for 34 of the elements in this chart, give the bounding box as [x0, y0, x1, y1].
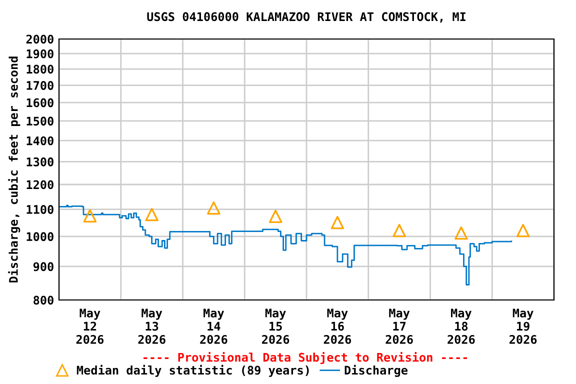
y-tick-label: 2000 — [26, 34, 54, 44]
y-tick-label: 1600 — [26, 98, 54, 108]
point — [207, 201, 220, 215]
y-tick-label: 1900 — [26, 49, 54, 58]
point — [83, 209, 97, 222]
text: ---- Provisional Data Subject to Revision ---- — [144, 352, 468, 364]
x-tick-label: May 14 2026 — [200, 308, 228, 344]
y-axis-title: Discharge, cubic feet per second — [8, 56, 20, 282]
point — [145, 208, 158, 222]
x-tick-label: May 16 2026 — [324, 308, 352, 344]
x-tick-label: May 17 2026 — [386, 308, 413, 344]
y-tick-label: 1400 — [26, 136, 54, 146]
y-tick-label: 1100 — [26, 205, 54, 214]
y-tick-label: 1000 — [26, 232, 54, 242]
y-tick-label: 1800 — [26, 64, 54, 74]
x-tick-label: May 13 2026 — [138, 308, 166, 344]
x-tick-label: May 12 2026 — [76, 308, 104, 344]
y-tick-label: 1500 — [26, 116, 54, 126]
y-tick-label: 1700 — [26, 81, 54, 90]
point — [330, 216, 344, 230]
point — [268, 210, 282, 224]
y-tick-label: 800 — [34, 296, 54, 305]
y-tick-label: 1300 — [26, 157, 54, 166]
chart-title: USGS 04106000 KALAMAZOO RIVER AT COMSTOCK, MI — [147, 12, 466, 23]
point — [454, 226, 468, 240]
legend-label: Discharge — [344, 364, 408, 377]
x-tick-label: May 18 2026 — [448, 308, 475, 344]
point — [392, 224, 406, 238]
y-tick-label: 900 — [33, 262, 54, 272]
x-tick-label: May 19 2026 — [510, 308, 537, 344]
legend-label: Median daily statistic (89 years) — [76, 364, 309, 377]
y-tick-label: 1200 — [26, 180, 54, 190]
point — [516, 224, 530, 238]
x-tick-label: May 15 2026 — [262, 308, 290, 344]
